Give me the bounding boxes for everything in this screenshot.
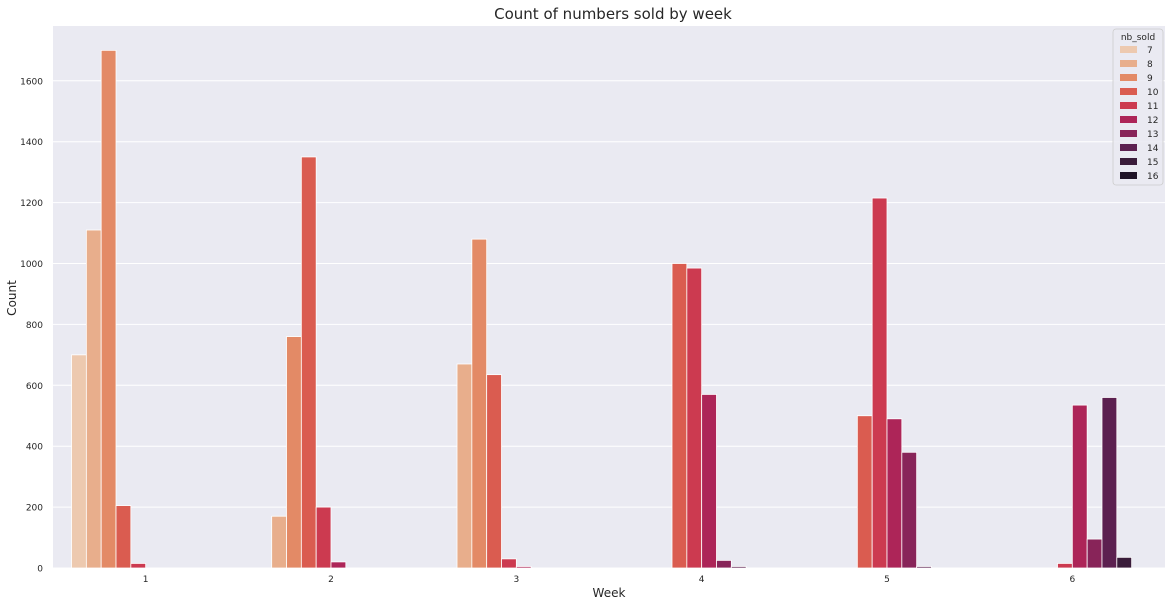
legend-label: 10 [1147, 88, 1159, 98]
bar-week3-sold9 [471, 238, 488, 569]
chart-title: Count of numbers sold by week [494, 5, 732, 23]
y-tick-labels: 0 200 400 600 800 1000 1200 1400 1600 [20, 77, 43, 574]
bar-week3-sold10 [486, 374, 502, 569]
bar-week4-sold13 [716, 559, 732, 569]
bar-week2-sold8 [271, 515, 287, 569]
bar-week2-sold10 [300, 156, 317, 569]
bar-week4-sold12 [701, 394, 717, 569]
legend-swatch [1120, 74, 1137, 81]
legend-swatch [1120, 144, 1137, 151]
bar-week5-sold14 [916, 566, 932, 569]
y-tick-label: 600 [26, 382, 43, 392]
legend-swatch [1120, 88, 1137, 95]
y-tick-label: 800 [26, 321, 43, 331]
legend-label: 11 [1147, 102, 1158, 112]
bar-week1-sold10 [115, 505, 132, 569]
bar-week6-sold13 [1086, 538, 1103, 569]
x-axis-label: Week [593, 586, 626, 600]
bar-week6-sold14 [1101, 397, 1118, 569]
y-tick-label: 1000 [20, 260, 43, 270]
bar-week5-sold13 [901, 451, 918, 569]
y-axis-label: Count [5, 280, 19, 316]
legend-label: 14 [1147, 144, 1159, 154]
legend-swatch [1120, 172, 1137, 179]
y-tick-label: 1600 [20, 77, 43, 87]
bar-week2-sold12 [330, 561, 347, 569]
x-tick-label: 3 [513, 575, 519, 585]
x-tick-label: 5 [884, 575, 890, 585]
legend-swatch [1120, 60, 1137, 67]
legend-swatch [1120, 46, 1137, 53]
bar-week1-sold7 [71, 354, 87, 569]
bar-week4-sold14 [730, 566, 747, 569]
legend: nb_sold 7 8 9 10 11 12 13 14 15 16 [1112, 28, 1164, 186]
legend-swatch [1120, 130, 1137, 137]
bar-week5-sold12 [886, 418, 903, 569]
bar-week5-sold10 [856, 415, 873, 569]
bar-week3-sold11 [501, 558, 517, 569]
bars-group [71, 49, 1133, 569]
bar-week6-sold12 [1071, 404, 1088, 569]
x-tick-label: 2 [328, 575, 334, 585]
bar-week3-sold12 [515, 566, 532, 569]
legend-title: nb_sold [1121, 33, 1155, 43]
bar-week4-sold11 [686, 267, 703, 569]
legend-swatch [1120, 116, 1137, 123]
legend-label: 8 [1147, 60, 1153, 70]
y-tick-label: 1400 [20, 138, 43, 148]
legend-label: 13 [1147, 130, 1158, 140]
legend-label: 9 [1147, 74, 1153, 84]
bar-week2-sold9 [286, 336, 302, 569]
legend-label: 16 [1147, 172, 1159, 182]
y-tick-label: 200 [26, 504, 43, 514]
bar-week6-sold15 [1116, 556, 1133, 569]
plot-background [53, 26, 1165, 568]
legend-label: 7 [1147, 46, 1153, 56]
bar-week1-sold8 [85, 229, 102, 569]
legend-swatch [1120, 102, 1137, 109]
grid-lines [53, 80, 1165, 569]
legend-swatch [1120, 158, 1137, 165]
x-tick-labels: 1 2 3 4 5 6 [143, 575, 1076, 585]
legend-items: 7 8 9 10 11 12 13 14 15 16 [1120, 46, 1159, 182]
bar-week1-sold9 [100, 49, 117, 569]
y-tick-label: 400 [26, 443, 43, 453]
bar-week2-sold11 [315, 506, 332, 569]
bar-week4-sold10 [671, 263, 688, 569]
bar-week1-sold11 [130, 563, 147, 569]
y-tick-label: 1200 [20, 199, 43, 209]
bar-week5-sold11 [871, 197, 888, 569]
legend-label: 15 [1147, 158, 1158, 168]
x-tick-label: 4 [699, 575, 705, 585]
y-tick-label: 0 [37, 565, 43, 575]
bar-week6-sold11 [1057, 563, 1073, 569]
x-tick-label: 6 [1069, 575, 1075, 585]
legend-label: 12 [1147, 116, 1158, 126]
x-tick-label: 1 [143, 575, 149, 585]
bar-week3-sold8 [456, 363, 473, 569]
